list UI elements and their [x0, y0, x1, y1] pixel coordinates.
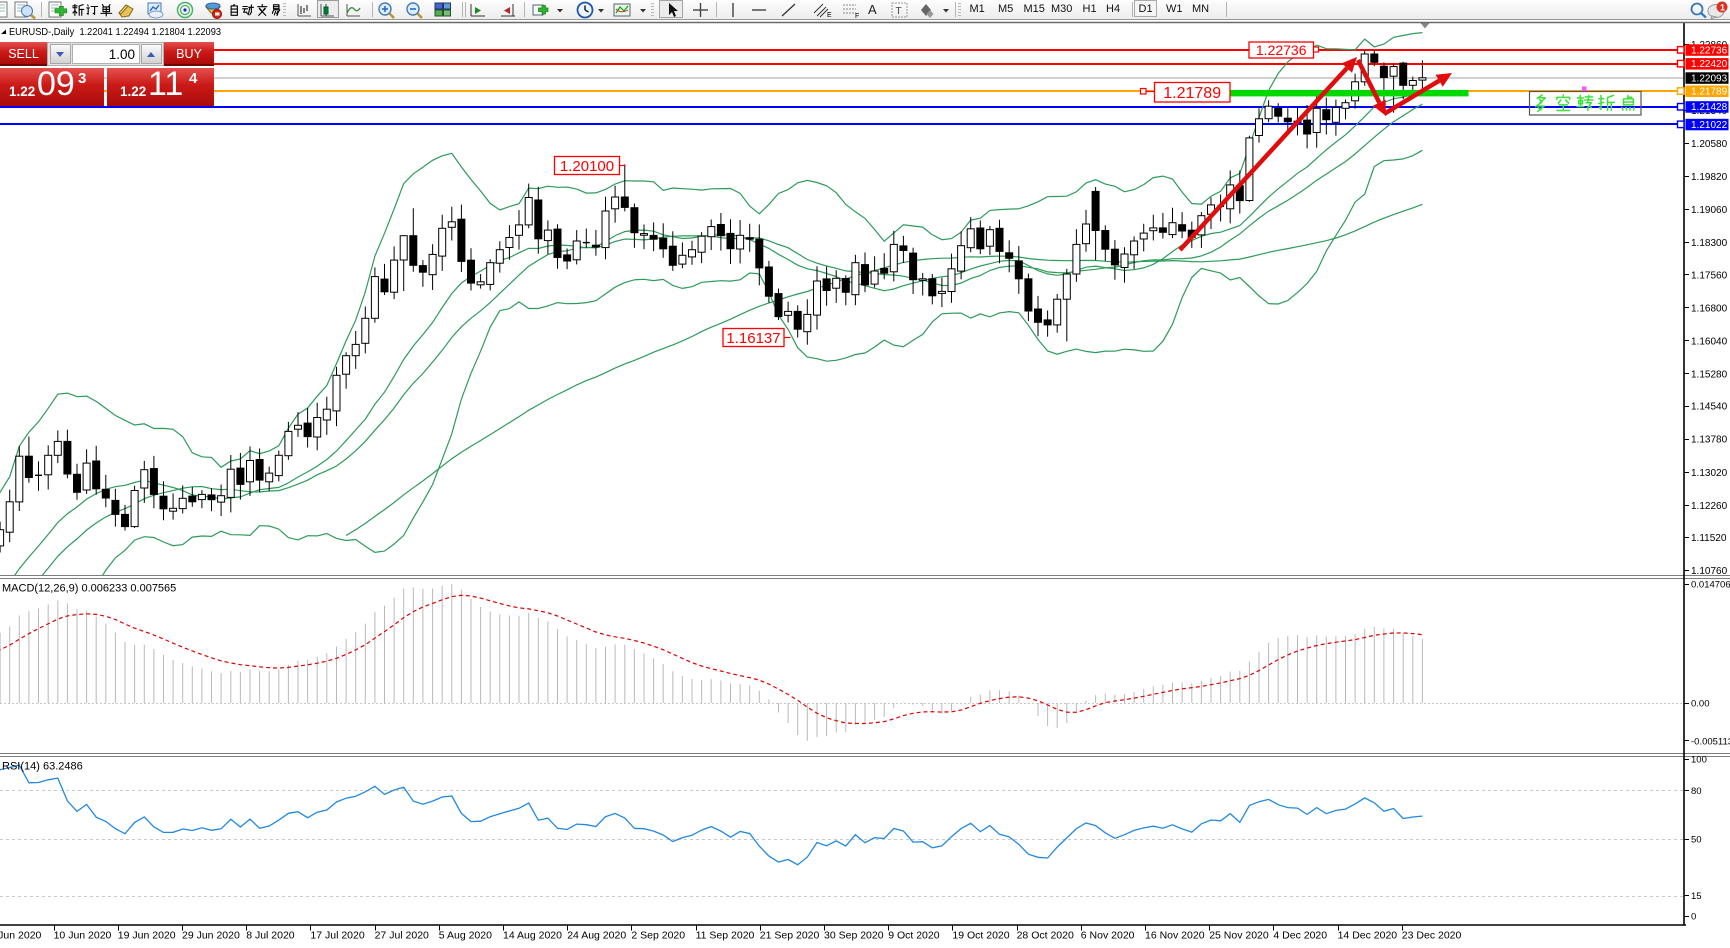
svg-text:5 Aug 2020: 5 Aug 2020 — [439, 930, 492, 942]
svg-text:14 Dec 2020: 14 Dec 2020 — [1338, 930, 1398, 942]
svg-text:1.15280: 1.15280 — [1691, 370, 1728, 381]
svg-text:EURUSD-,Daily 1.22041 1.22494: EURUSD-,Daily 1.22041 1.22494 1.21804 1.… — [9, 26, 221, 38]
svg-text:1.18300: 1.18300 — [1691, 238, 1728, 249]
svg-text:F: F — [855, 13, 859, 19]
svg-text:-0.005113: -0.005113 — [1691, 736, 1730, 747]
svg-text:1.20100: 1.20100 — [560, 158, 614, 175]
svg-text:1.16137: 1.16137 — [726, 330, 780, 347]
svg-text:1.10760: 1.10760 — [1691, 566, 1728, 577]
svg-text:1.11520: 1.11520 — [1691, 533, 1727, 544]
svg-text:1.17560: 1.17560 — [1691, 270, 1728, 281]
svg-text:1 Jun 2020: 1 Jun 2020 — [0, 930, 42, 942]
svg-text:100: 100 — [1691, 755, 1707, 766]
svg-text:1.19820: 1.19820 — [1691, 172, 1728, 183]
svg-text:1.14540: 1.14540 — [1691, 402, 1728, 413]
svg-text:8 Jul 2020: 8 Jul 2020 — [246, 930, 295, 942]
svg-text:1.19060: 1.19060 — [1691, 205, 1728, 216]
svg-text:0.014706: 0.014706 — [1691, 580, 1730, 591]
svg-text:1.12260: 1.12260 — [1691, 501, 1728, 512]
svg-text:T: T — [896, 6, 902, 17]
svg-text:RSI(14) 63.2486: RSI(14) 63.2486 — [2, 761, 83, 773]
svg-text:1.22736: 1.22736 — [1256, 42, 1307, 58]
svg-text:24 Aug 2020: 24 Aug 2020 — [567, 930, 626, 942]
svg-text:27 Jul 2020: 27 Jul 2020 — [375, 930, 429, 942]
svg-text:0: 0 — [1691, 912, 1696, 923]
svg-text:1.21789: 1.21789 — [1691, 87, 1728, 98]
svg-text:15: 15 — [1691, 891, 1702, 902]
svg-text:1.20580: 1.20580 — [1691, 139, 1728, 150]
svg-text:9 Oct 2020: 9 Oct 2020 — [888, 930, 940, 942]
svg-text:1.13020: 1.13020 — [1691, 468, 1728, 479]
svg-text:25 Nov 2020: 25 Nov 2020 — [1209, 930, 1269, 942]
svg-text:0.00: 0.00 — [1691, 699, 1710, 710]
svg-text:2 Sep 2020: 2 Sep 2020 — [631, 930, 685, 942]
svg-text:30 Sep 2020: 30 Sep 2020 — [824, 930, 884, 942]
svg-text:28 Oct 2020: 28 Oct 2020 — [1017, 930, 1074, 942]
svg-text:E: E — [827, 12, 832, 19]
svg-text:19 Jun 2020: 19 Jun 2020 — [118, 930, 176, 942]
svg-text:10 Jun 2020: 10 Jun 2020 — [54, 930, 112, 942]
svg-text:1: 1 — [1720, 3, 1725, 13]
svg-text:17 Jul 2020: 17 Jul 2020 — [310, 930, 364, 942]
svg-text:29 Jun 2020: 29 Jun 2020 — [182, 930, 240, 942]
svg-text:14 Aug 2020: 14 Aug 2020 — [503, 930, 562, 942]
svg-text:6 Nov 2020: 6 Nov 2020 — [1081, 930, 1135, 942]
svg-text:1.22093: 1.22093 — [1691, 73, 1728, 84]
svg-text:1.13780: 1.13780 — [1691, 435, 1728, 446]
svg-text:1.16040: 1.16040 — [1691, 337, 1728, 348]
svg-text:80: 80 — [1691, 786, 1702, 797]
svg-text:1.21789: 1.21789 — [1163, 85, 1221, 102]
svg-text:21 Sep 2020: 21 Sep 2020 — [760, 930, 820, 942]
svg-text:1.16800: 1.16800 — [1691, 303, 1728, 314]
svg-text:19 Oct 2020: 19 Oct 2020 — [952, 930, 1009, 942]
svg-text:23 Dec 2020: 23 Dec 2020 — [1402, 930, 1462, 942]
svg-text:1.22420: 1.22420 — [1691, 59, 1728, 70]
svg-text:11 Sep 2020: 11 Sep 2020 — [696, 930, 755, 942]
svg-text:1.22736: 1.22736 — [1691, 45, 1728, 56]
svg-text:MACD(12,26,9) 0.006233 0.00756: MACD(12,26,9) 0.006233 0.007565 — [2, 583, 176, 595]
svg-text:1.21428: 1.21428 — [1691, 102, 1728, 113]
svg-text:4 Dec 2020: 4 Dec 2020 — [1273, 930, 1327, 942]
svg-text:1.21022: 1.21022 — [1691, 120, 1728, 131]
svg-text:16 Nov 2020: 16 Nov 2020 — [1145, 930, 1205, 942]
svg-text:50: 50 — [1691, 835, 1702, 846]
